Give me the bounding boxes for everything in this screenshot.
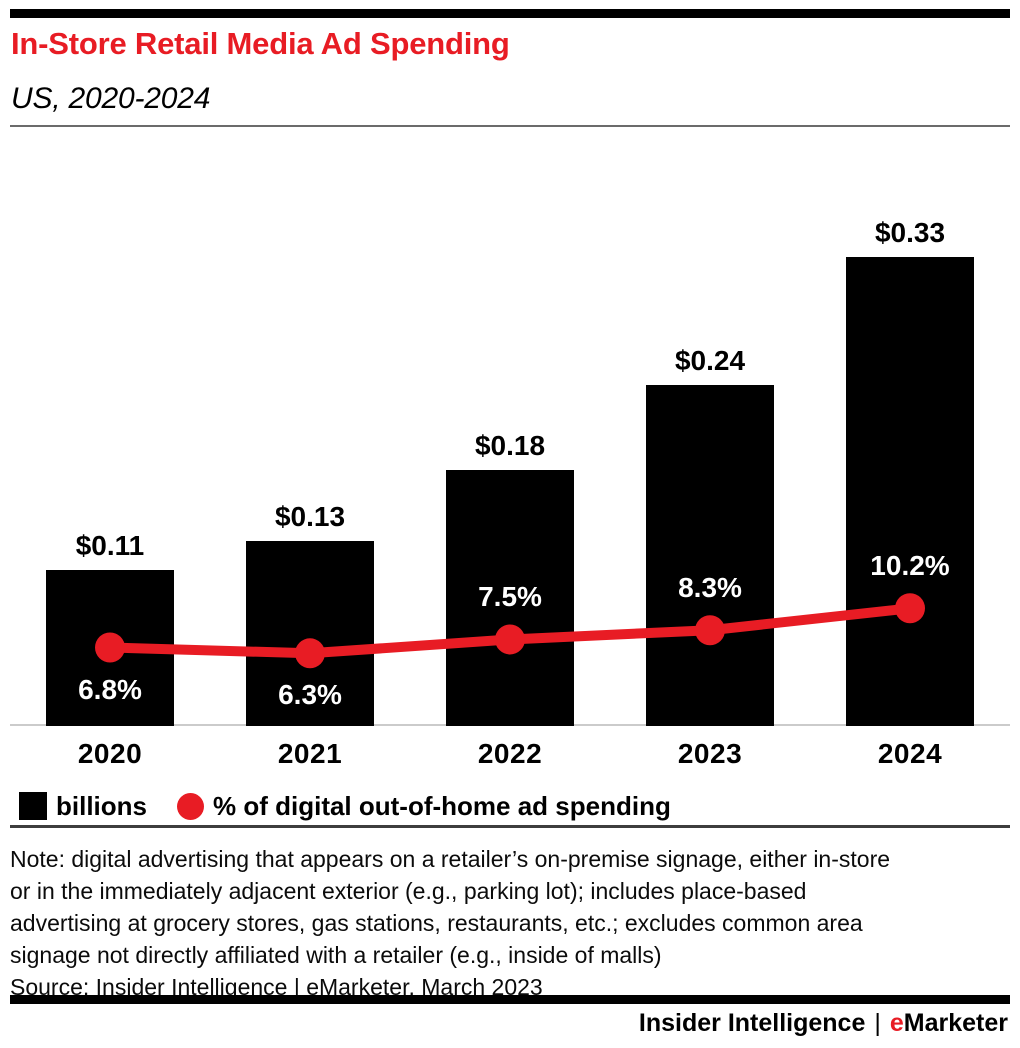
pct-label-2024: 10.2% (870, 550, 950, 582)
bar-value-label-2021: $0.13 (274, 501, 346, 533)
footer-brand-left: Insider Intelligence (638, 1009, 866, 1037)
legend-swatch-billions-icon (19, 792, 47, 820)
legend-label-pct: % of digital out-of-home ad spending (213, 790, 671, 821)
footer-brand-rest: Marketer (903, 1009, 1008, 1037)
bar-value-label-2024: $0.33 (874, 217, 946, 248)
bar-value-label-2023: $0.24 (674, 344, 746, 376)
footer-brand: Insider Intelligence | eMarketer (639, 1008, 1008, 1038)
top-bar (10, 9, 1010, 18)
legend-label-billions: billions (56, 790, 147, 821)
x-axis-label-2022: 2022 (477, 738, 543, 769)
x-axis-label-2021: 2021 (277, 738, 343, 769)
chart-legend: billions % of digital out-of-home ad spe… (19, 790, 671, 821)
note-line-4: signage not directly affiliated with a r… (10, 942, 662, 968)
pct-label-2020: 6.8% (78, 673, 142, 705)
bar-2023 (646, 384, 774, 726)
chart-note: Note: digital advertising that appears o… (10, 843, 890, 1003)
header-rule (10, 125, 1010, 127)
x-axis-label-2023: 2023 (677, 738, 743, 769)
note-line-1: Note: digital advertising that appears o… (10, 846, 891, 872)
bar-value-label-2022: $0.18 (474, 430, 546, 462)
x-axis: 2020 2021 2022 2023 2024 (10, 740, 1010, 772)
footer-brand-emarketer: eMarketer (890, 1009, 1008, 1037)
bar-2022 (446, 470, 574, 726)
pct-label-2021: 6.3% (278, 679, 342, 711)
page-subtitle: US, 2020-2024 (11, 82, 211, 115)
footer-brand-separator: | (874, 1009, 881, 1037)
page-title: In-Store Retail Media Ad Spending (11, 26, 510, 61)
pct-label-2022: 7.5% (478, 581, 542, 613)
footer-rule (10, 995, 1010, 1004)
bar-value-label-2020: $0.11 (75, 529, 145, 561)
legend-divider (10, 825, 1010, 828)
bar-2024 (846, 257, 974, 726)
note-line-2: or in the immediately adjacent exterior … (10, 878, 807, 904)
x-axis-label-2024: 2024 (877, 738, 943, 769)
note-line-3: advertising at grocery stores, gas stati… (10, 910, 863, 936)
footer-brand-accent-letter: e (889, 1009, 904, 1037)
x-axis-label-2020: 2020 (77, 738, 143, 769)
legend-swatch-pct-icon (177, 792, 204, 820)
chart-plot-area: $0.11 $0.13 $0.18 $0.24 $0.33 6.8% 6.3% 7.5% 8.3… (10, 140, 1010, 726)
pct-label-2023: 8.3% (678, 572, 742, 604)
